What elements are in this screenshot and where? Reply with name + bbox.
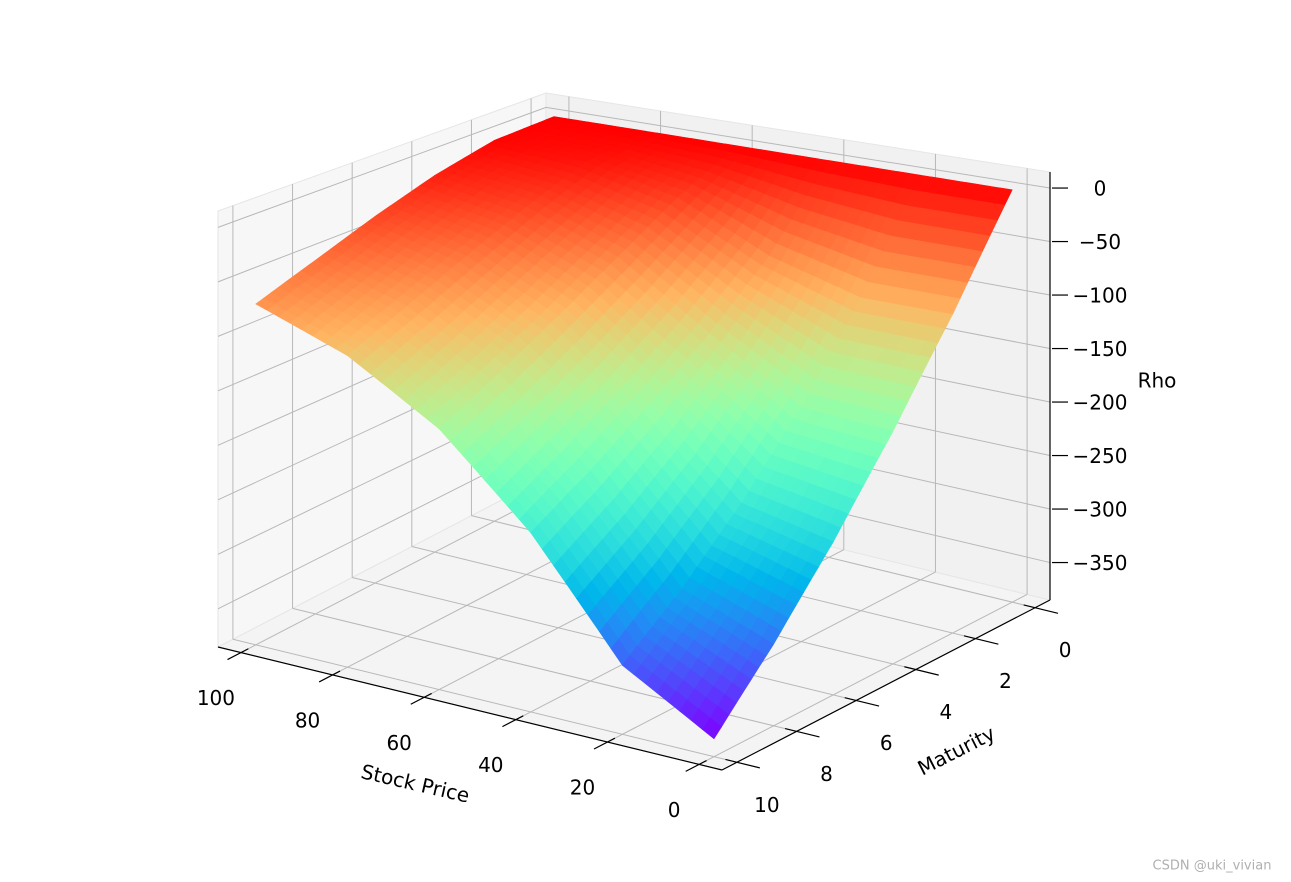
- y-tick: [725, 758, 760, 769]
- x-tick-label: 100: [197, 686, 235, 710]
- surface: [255, 116, 1013, 740]
- y-axis-line: [721, 599, 1051, 771]
- z-tick-label: −150: [1073, 337, 1128, 361]
- x-tick-label: 80: [295, 708, 320, 732]
- y-tick: [1023, 604, 1059, 614]
- z-tick-label: −100: [1073, 284, 1128, 308]
- x-tick-label: 20: [570, 776, 595, 800]
- x-tick: [227, 648, 249, 661]
- y-tick-label: 2: [999, 669, 1012, 693]
- axes: 02040608010002468100−50−100−150−200−250−…: [197, 172, 1128, 822]
- z-tick-label: −200: [1073, 391, 1128, 415]
- x-tick-label: 0: [668, 798, 681, 822]
- y-tick-label: 8: [820, 762, 833, 786]
- z-tick-label: 0: [1094, 177, 1107, 201]
- x-tick-label: 60: [386, 731, 411, 755]
- x-tick: [502, 715, 524, 728]
- grid-line: [698, 593, 1028, 765]
- z-tick-label: −50: [1079, 230, 1121, 254]
- x-tick: [410, 692, 432, 705]
- z-tick-label: −350: [1073, 551, 1128, 575]
- y-tick: [904, 666, 939, 676]
- surface-patch: [702, 717, 722, 740]
- z-axis-label: Rho: [1138, 369, 1177, 393]
- z-tick-label: −300: [1073, 498, 1128, 522]
- z-tick-label: −250: [1073, 444, 1128, 468]
- watermark: CSDN @uki_vivian: [1153, 859, 1272, 874]
- y-tick-label: 0: [1059, 638, 1072, 662]
- y-tick-label: 6: [880, 731, 893, 755]
- x-axis-line: [217, 646, 723, 771]
- x-tick: [318, 670, 341, 683]
- x-tick: [685, 760, 707, 772]
- y-tick-label: 10: [754, 793, 779, 817]
- grid-line: [545, 106, 1051, 189]
- x-tick-label: 40: [478, 753, 503, 777]
- y-tick-label: 4: [939, 700, 952, 724]
- y-tick: [844, 697, 880, 707]
- grid-line: [607, 571, 936, 743]
- grid-line: [217, 106, 547, 228]
- grid-line: [232, 638, 738, 763]
- y-tick: [784, 727, 820, 738]
- y-tick: [963, 635, 999, 645]
- x-tick: [593, 737, 616, 750]
